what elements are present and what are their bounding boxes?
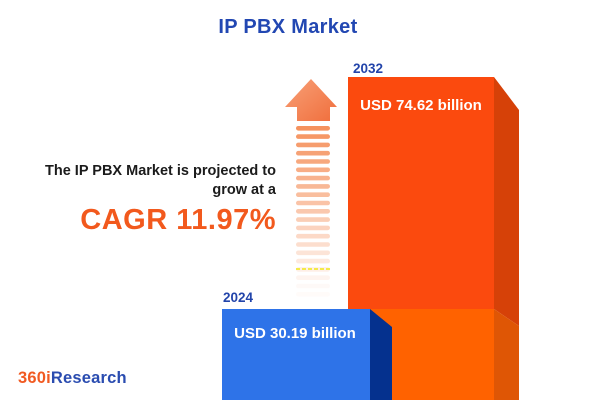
arrow-head [285, 79, 337, 121]
bar-2032-value-label: USD 74.62 billion [360, 97, 482, 114]
cagr-value: CAGR 11.97% [80, 204, 276, 236]
logo-prefix: 360i [18, 369, 51, 387]
logo-suffix: Research [50, 369, 127, 387]
brand-logo: 360iResearch [18, 369, 127, 388]
bar-2024-value-label: USD 30.19 billion [234, 325, 356, 342]
arrow-stripes [296, 126, 330, 297]
page-title: IP PBX Market [218, 16, 358, 38]
bar-2024-front [222, 309, 370, 400]
bar-2024: 2024 USD 30.19 billion [222, 290, 392, 400]
projection-line2: grow at a [212, 182, 276, 198]
bar-2024-side [370, 309, 392, 400]
bar-2032-front-upper [348, 77, 494, 309]
bar-2024-year-label: 2024 [223, 290, 254, 305]
projection-line1: The IP PBX Market is projected to [45, 163, 276, 179]
growth-arrow-icon [285, 79, 337, 297]
bar-2032-side-lower [494, 309, 519, 400]
bar-2032: 2032 USD 74.62 billion [348, 61, 519, 400]
bar-2032-year-label: 2032 [353, 61, 383, 76]
projection-text: The IP PBX Market is projected to grow a… [45, 162, 276, 237]
bar-2032-side-upper [494, 77, 519, 326]
